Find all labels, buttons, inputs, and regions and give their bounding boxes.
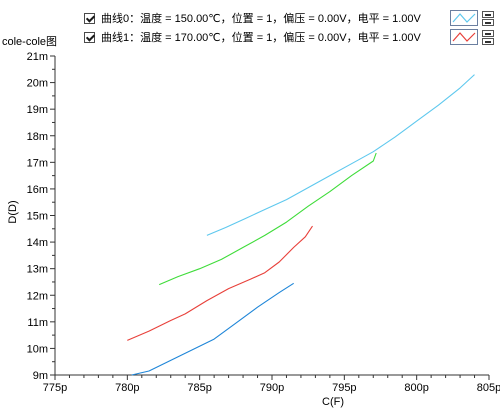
y-tick-label: 9m [33,370,48,382]
legend-mini-button[interactable] [482,38,494,45]
y-tick-label: 21m [27,51,48,63]
legend-label-0: 曲线0：温度 = 150.00℃，位置 = 1，偏压 = 0.00V，电平 = … [101,13,421,25]
y-tick-label: 10m [27,343,48,355]
series-line-0 [206,74,475,236]
x-tick-label: 800p [404,382,428,394]
legend-row-0[interactable]: 曲线0：温度 = 150.00℃，位置 = 1，偏压 = 0.00V，电平 = … [84,9,421,27]
line-swatch-icon [452,32,476,42]
y-tick-label: 13m [27,264,48,276]
legend-label-1: 曲线1：温度 = 170.00℃，位置 = 1，偏压 = 0.00V，电平 = … [101,32,421,44]
x-tick-label: 785p [187,382,211,394]
y-tick-label: 20m [27,78,48,90]
y-tick-label: 14m [27,237,48,249]
x-tick-label: 795p [332,382,356,394]
line-swatch-icon [452,13,476,23]
series-line-1 [158,152,377,286]
legend-mini-button[interactable] [482,30,494,37]
checkbox-icon[interactable] [84,12,95,24]
legend-swatch-1[interactable] [450,29,478,45]
x-tick-label: 805p [477,382,500,394]
y-tick-label: 19m [27,104,48,116]
series-line-3 [131,282,294,376]
y-tick-label: 18m [27,131,48,143]
legend-swatch-0[interactable] [450,10,478,26]
x-tick-label: 780p [115,382,139,394]
chart-title: cole-cole图 [2,36,58,48]
series-line-2 [127,225,313,341]
y-tick-label: 15m [27,211,48,223]
x-tick-label: 775p [43,382,67,394]
x-tick-label: 790p [260,382,284,394]
x-axis-label: C(F) [322,396,344,408]
legend-row-1[interactable]: 曲线1：温度 = 170.00℃，位置 = 1，偏压 = 0.00V，电平 = … [84,28,421,46]
legend-mini-button[interactable] [482,11,494,18]
y-tick-label: 12m [27,290,48,302]
legend-mini-button[interactable] [482,19,494,26]
checkbox-icon[interactable] [84,31,95,43]
y-tick-label: 17m [27,157,48,169]
y-tick-label: 16m [27,184,48,196]
y-tick-label: 11m [27,317,48,329]
